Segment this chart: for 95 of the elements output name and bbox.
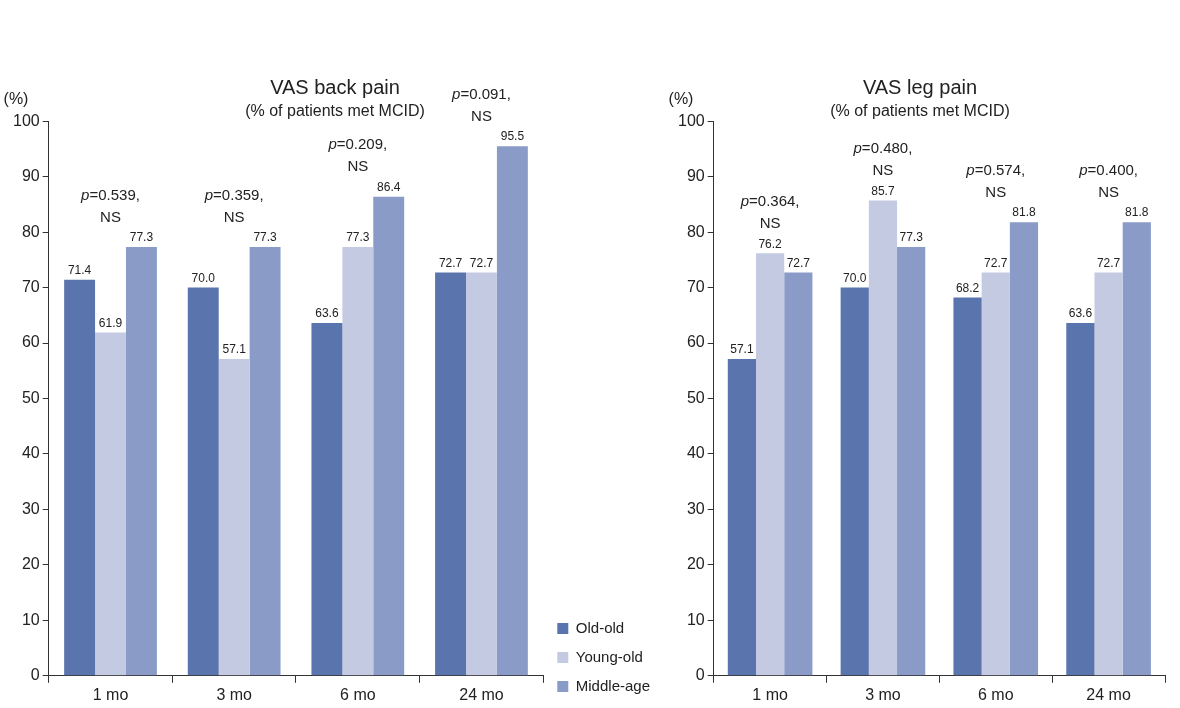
y-tick-label: 50 xyxy=(686,388,705,406)
bar xyxy=(373,196,405,676)
y-tick-label: 80 xyxy=(21,222,40,240)
data-label: 72.7 xyxy=(984,255,1008,270)
x-tick-label: 24 mo xyxy=(1086,685,1131,703)
data-label: 72.7 xyxy=(786,255,811,270)
legend-label: Old-old xyxy=(575,618,625,636)
bar xyxy=(218,359,250,676)
y-tick-label: 100 xyxy=(12,111,40,129)
bar xyxy=(897,247,926,676)
data-label: 71.4 xyxy=(67,263,92,278)
bar xyxy=(1066,323,1095,676)
annotation: p=0.480, NS xyxy=(852,139,913,179)
bar xyxy=(249,247,281,676)
bar xyxy=(1122,222,1151,676)
bar xyxy=(311,323,343,676)
data-label: 70.0 xyxy=(843,270,867,285)
y-tick-label: 100 xyxy=(677,111,705,129)
data-label: 81.8 xyxy=(1012,205,1036,220)
bar xyxy=(187,287,219,676)
bar xyxy=(953,297,982,676)
data-label: 85.7 xyxy=(871,183,895,198)
y-tick-label: 80 xyxy=(686,222,705,240)
y-axis-title: (%) xyxy=(3,89,29,107)
data-label: 77.3 xyxy=(129,230,154,245)
data-label: 70.0 xyxy=(191,270,216,285)
chart-title: VAS back pain xyxy=(270,75,400,98)
x-tick-label: 3 mo xyxy=(865,685,901,703)
data-label: 63.6 xyxy=(315,306,339,321)
y-tick-label: 90 xyxy=(21,167,40,185)
y-tick-label: 60 xyxy=(21,333,40,351)
data-label: 57.1 xyxy=(222,342,247,357)
y-tick-label: 70 xyxy=(21,277,40,295)
bar xyxy=(840,287,869,676)
data-label: 68.2 xyxy=(955,280,980,295)
annotation: p=0.364, NS xyxy=(739,191,800,231)
bar xyxy=(868,200,898,676)
y-tick-label: 50 xyxy=(21,388,40,406)
bar xyxy=(64,279,96,676)
data-label: 81.8 xyxy=(1125,205,1149,220)
annotation: p=0.209, NS xyxy=(327,135,388,175)
bar xyxy=(435,272,467,676)
data-label: 77.3 xyxy=(346,230,370,245)
x-tick-label: 1 mo xyxy=(92,685,129,703)
bar xyxy=(1009,222,1039,676)
annotation: p=0.539, NS xyxy=(80,185,140,225)
y-tick-label: 20 xyxy=(686,555,705,573)
data-label: 77.3 xyxy=(899,230,924,245)
y-tick-label: 0 xyxy=(695,666,705,684)
bar xyxy=(496,146,528,676)
chart-subtitle: (% of patients met MCID) xyxy=(830,102,1010,120)
annotation: p=0.091, NS xyxy=(451,84,511,124)
annotation: p=0.574, NS xyxy=(965,160,1026,200)
x-tick-label: 1 mo xyxy=(752,685,788,703)
y-tick-label: 10 xyxy=(21,610,40,628)
x-tick-label: 24 mo xyxy=(459,685,504,703)
data-label: 77.3 xyxy=(253,230,278,245)
data-label: 72.7 xyxy=(1096,255,1121,270)
y-tick-label: 40 xyxy=(686,444,705,462)
bar xyxy=(466,272,497,676)
x-tick-label: 6 mo xyxy=(977,685,1014,703)
data-label: 57.1 xyxy=(730,342,754,357)
chart-title: VAS leg pain xyxy=(862,75,978,98)
bar xyxy=(756,253,785,676)
data-label: 72.7 xyxy=(438,255,463,270)
y-tick-label: 10 xyxy=(686,610,705,628)
y-tick-label: 60 xyxy=(686,333,705,351)
data-label: 61.9 xyxy=(98,315,123,330)
bar xyxy=(784,272,813,676)
legend-label: Young-old xyxy=(575,647,643,665)
y-tick-label: 20 xyxy=(21,555,40,573)
data-label: 76.2 xyxy=(758,236,783,251)
y-tick-label: 90 xyxy=(686,167,705,185)
annotation: p=0.359, NS xyxy=(203,185,264,225)
y-axis-title: (%) xyxy=(668,89,694,107)
data-label: 72.7 xyxy=(469,255,494,270)
data-label: 63.6 xyxy=(1068,306,1093,321)
data-label: 95.5 xyxy=(500,129,525,144)
y-tick-label: 30 xyxy=(686,499,705,517)
y-tick-label: 0 xyxy=(30,666,40,684)
y-tick-label: 70 xyxy=(686,277,705,295)
y-tick-label: 30 xyxy=(21,499,40,517)
annotation: p=0.400, NS xyxy=(1078,160,1138,200)
bar xyxy=(342,247,374,676)
data-label: 86.4 xyxy=(377,179,401,194)
x-tick-label: 6 mo xyxy=(340,685,376,703)
x-tick-label: 3 mo xyxy=(216,685,253,703)
y-tick-label: 40 xyxy=(21,444,40,462)
bar xyxy=(981,272,1010,676)
bar xyxy=(727,359,757,676)
bar xyxy=(1094,272,1123,676)
bar xyxy=(125,247,157,676)
legend-label: Middle-age xyxy=(575,676,651,694)
bar xyxy=(95,332,126,676)
chart-subtitle: (% of patients met MCID) xyxy=(245,102,425,120)
